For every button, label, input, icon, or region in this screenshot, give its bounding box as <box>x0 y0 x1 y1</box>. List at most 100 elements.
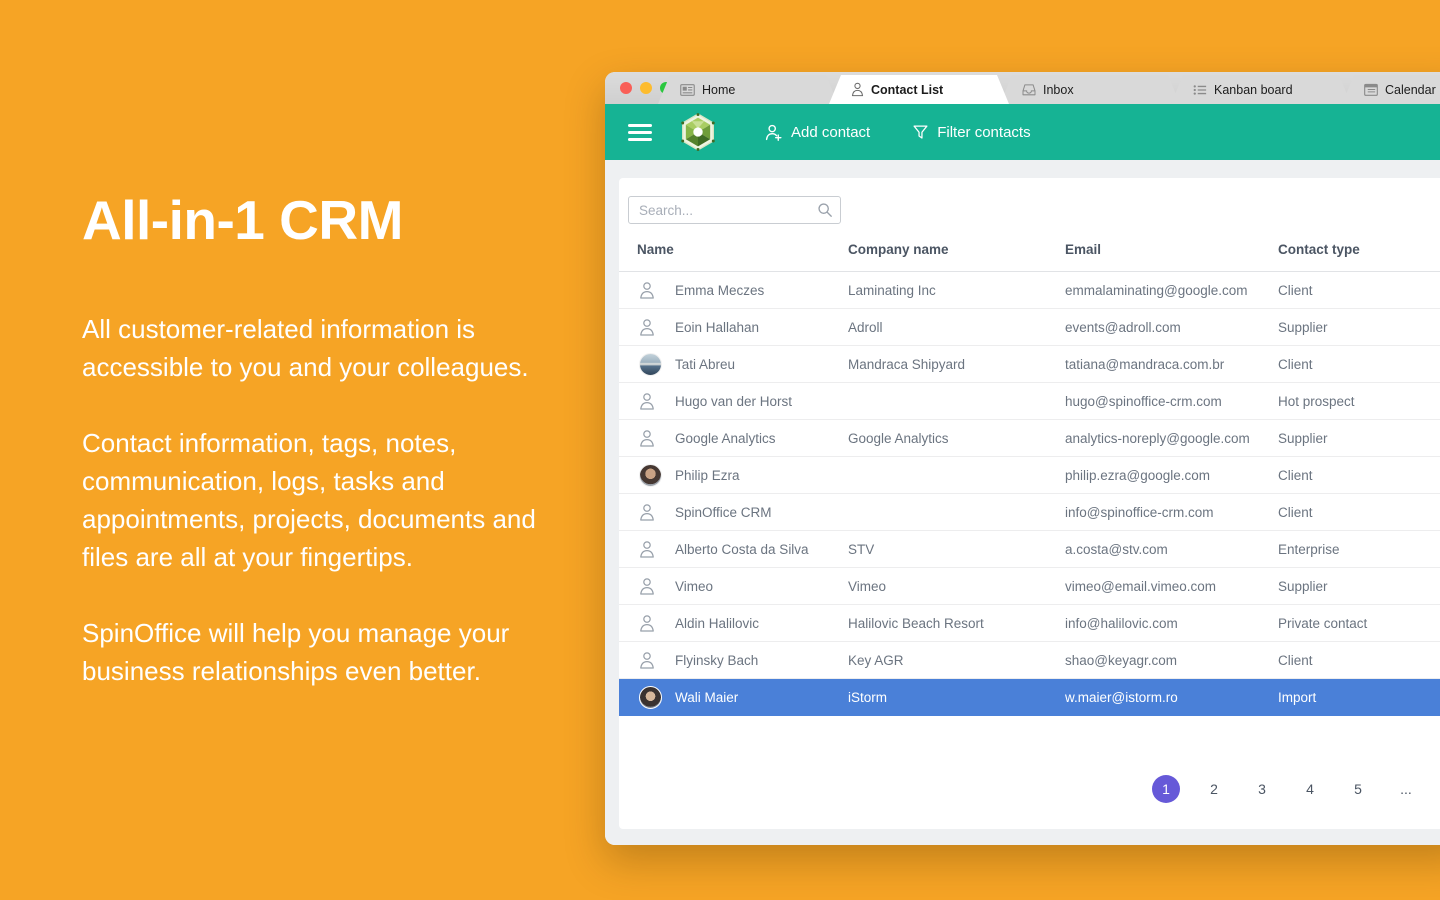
filter-contacts-label: Filter contacts <box>937 123 1031 141</box>
contact-name: Vimeo <box>675 578 714 594</box>
contact-person-icon <box>639 429 675 448</box>
contact-type: Supplier <box>1278 430 1328 446</box>
app-toolbar: Add contact Filter contacts <box>605 104 1440 160</box>
contact-type: Private contact <box>1278 615 1368 631</box>
crm-window: Home Contact List Inbox Kanban board Calenda… <box>605 72 1440 845</box>
table-row[interactable]: Eoin Hallahan Adroll events@adroll.com Supp… <box>619 309 1440 346</box>
avatar <box>639 463 675 487</box>
table-row[interactable]: Alberto Costa da Silva STV a.costa@stv.com… <box>619 531 1440 568</box>
contact-list-panel: Name Company name Email Contact type Emm… <box>619 178 1440 829</box>
contact-type: Client <box>1278 504 1313 520</box>
tab-inbox[interactable]: Inbox <box>1000 75 1180 104</box>
tab-home[interactable]: Home <box>658 75 838 104</box>
contact-name: Tati Abreu <box>675 356 736 372</box>
tab-label: Inbox <box>1043 82 1074 97</box>
search-input[interactable] <box>628 196 841 224</box>
tab-label: Calendar <box>1385 82 1436 97</box>
avatar-photo <box>639 463 662 487</box>
contact-type: Supplier <box>1278 578 1328 594</box>
inbox-icon <box>1022 84 1036 96</box>
pagination-page-1[interactable]: 1 <box>1152 775 1180 803</box>
contact-type: Import <box>1278 689 1317 705</box>
column-header-company[interactable]: Company name <box>848 242 949 257</box>
contact-name: Flyinsky Bach <box>675 652 759 668</box>
pagination-ellipsis[interactable]: ... <box>1400 781 1412 797</box>
contact-person-icon <box>639 577 675 596</box>
contact-email: info@halilovic.com <box>1065 615 1178 631</box>
search-icon <box>817 202 833 223</box>
contact-name: Hugo van der Horst <box>675 393 793 409</box>
column-header-name[interactable]: Name <box>637 242 674 257</box>
contact-email: emmalaminating@google.com <box>1065 282 1248 298</box>
kanban-list-icon <box>1193 84 1207 96</box>
pagination-page-2[interactable]: 2 <box>1210 781 1218 797</box>
contact-person-icon <box>639 281 675 300</box>
add-contact-button[interactable]: Add contact <box>764 123 870 142</box>
contact-person-icon <box>639 540 675 559</box>
table-row[interactable]: Tati Abreu Mandraca Shipyard tatiana@mandr… <box>619 346 1440 383</box>
filter-contacts-button[interactable]: Filter contacts <box>912 123 1031 141</box>
contact-type: Hot prospect <box>1278 393 1355 409</box>
contact-table-body: Emma Meczes Laminating Inc emmalaminating@… <box>619 272 1440 716</box>
pagination-page-5[interactable]: 5 <box>1354 781 1362 797</box>
table-row[interactable]: Google Analytics Google Analytics analytic… <box>619 420 1440 457</box>
close-window-button[interactable] <box>620 82 632 94</box>
avatar <box>639 685 675 709</box>
contact-email: events@adroll.com <box>1065 319 1181 335</box>
contact-company: iStorm <box>848 689 888 705</box>
pagination-page-3[interactable]: 3 <box>1258 781 1266 797</box>
pagination: 1 2 3 4 5... <box>619 775 1440 829</box>
column-header-email[interactable]: Email <box>1065 242 1102 257</box>
contact-type: Supplier <box>1278 319 1328 335</box>
table-row[interactable]: Emma Meczes Laminating Inc emmalaminating@… <box>619 272 1440 309</box>
contact-company: Vimeo <box>848 578 887 594</box>
contact-name: Alberto Costa da Silva <box>675 541 809 557</box>
minimize-window-button[interactable] <box>640 82 652 94</box>
tabs-container: Home Contact List Inbox Kanban board Calenda… <box>667 75 1440 104</box>
table-row[interactable]: Hugo van der Horst hugo@spinoffice-crm.co… <box>619 383 1440 420</box>
table-row[interactable]: Flyinsky Bach Key AGR shao@keyagr.com Clien… <box>619 642 1440 679</box>
menu-icon[interactable] <box>628 120 652 145</box>
contact-email: philip.ezra@google.com <box>1065 467 1211 483</box>
search-box <box>628 196 841 224</box>
contact-type: Enterprise <box>1278 541 1340 557</box>
article-icon <box>680 84 695 96</box>
contact-name: Aldin Halilovic <box>675 615 760 631</box>
contact-name: SpinOffice CRM <box>675 504 772 520</box>
contact-company: Google Analytics <box>848 430 949 446</box>
table-row[interactable]: Aldin Halilovic Halilovic Beach Resort inf… <box>619 605 1440 642</box>
table-row[interactable]: Wali Maier iStorm w.maier@istorm.ro Import <box>619 679 1440 716</box>
contact-person-icon <box>639 318 675 337</box>
avatar <box>639 352 675 376</box>
contact-email: a.costa@stv.com <box>1065 541 1168 557</box>
table-header: Name Company name Email Contact type <box>619 228 1440 272</box>
table-row[interactable]: Vimeo Vimeo vimeo@email.vimeo.com Supplier <box>619 568 1440 605</box>
tab-contact-list[interactable]: Contact List <box>829 75 1009 104</box>
hero-paragraph-1: All customer-related information is acce… <box>82 314 529 382</box>
calendar-icon <box>1364 83 1378 96</box>
contact-type: Client <box>1278 356 1313 372</box>
add-contact-label: Add contact <box>791 123 871 141</box>
contact-person-icon <box>639 651 675 670</box>
contact-email: shao@keyagr.com <box>1065 652 1178 668</box>
hero-section: All-in-1 CRM All customer-related inform… <box>82 188 552 728</box>
table-row[interactable]: SpinOffice CRM info@spinoffice-crm.com Cli… <box>619 494 1440 531</box>
column-header-contact-type[interactable]: Contact type <box>1278 242 1360 257</box>
contact-company: Laminating Inc <box>848 282 936 298</box>
hero-title: All-in-1 CRM <box>82 189 403 251</box>
table-row[interactable]: Philip Ezra philip.ezra@google.com Client <box>619 457 1440 494</box>
pagination-page-4[interactable]: 4 <box>1306 781 1314 797</box>
tab-calendar[interactable]: Calendar <box>1342 75 1440 104</box>
avatar-photo <box>639 685 662 709</box>
contact-email: w.maier@istorm.ro <box>1065 689 1178 705</box>
content-area: Name Company name Email Contact type Emm… <box>605 160 1440 845</box>
tab-label: Home <box>702 82 736 97</box>
tab-kanban-board[interactable]: Kanban board <box>1171 75 1351 104</box>
contact-email: info@spinoffice-crm.com <box>1065 504 1214 520</box>
contact-company: Adroll <box>848 319 883 335</box>
contact-email: hugo@spinoffice-crm.com <box>1065 393 1222 409</box>
tab-label: Contact List <box>871 82 944 97</box>
contact-email: tatiana@mandraca.com.br <box>1065 356 1225 372</box>
contact-email: vimeo@email.vimeo.com <box>1065 578 1216 594</box>
